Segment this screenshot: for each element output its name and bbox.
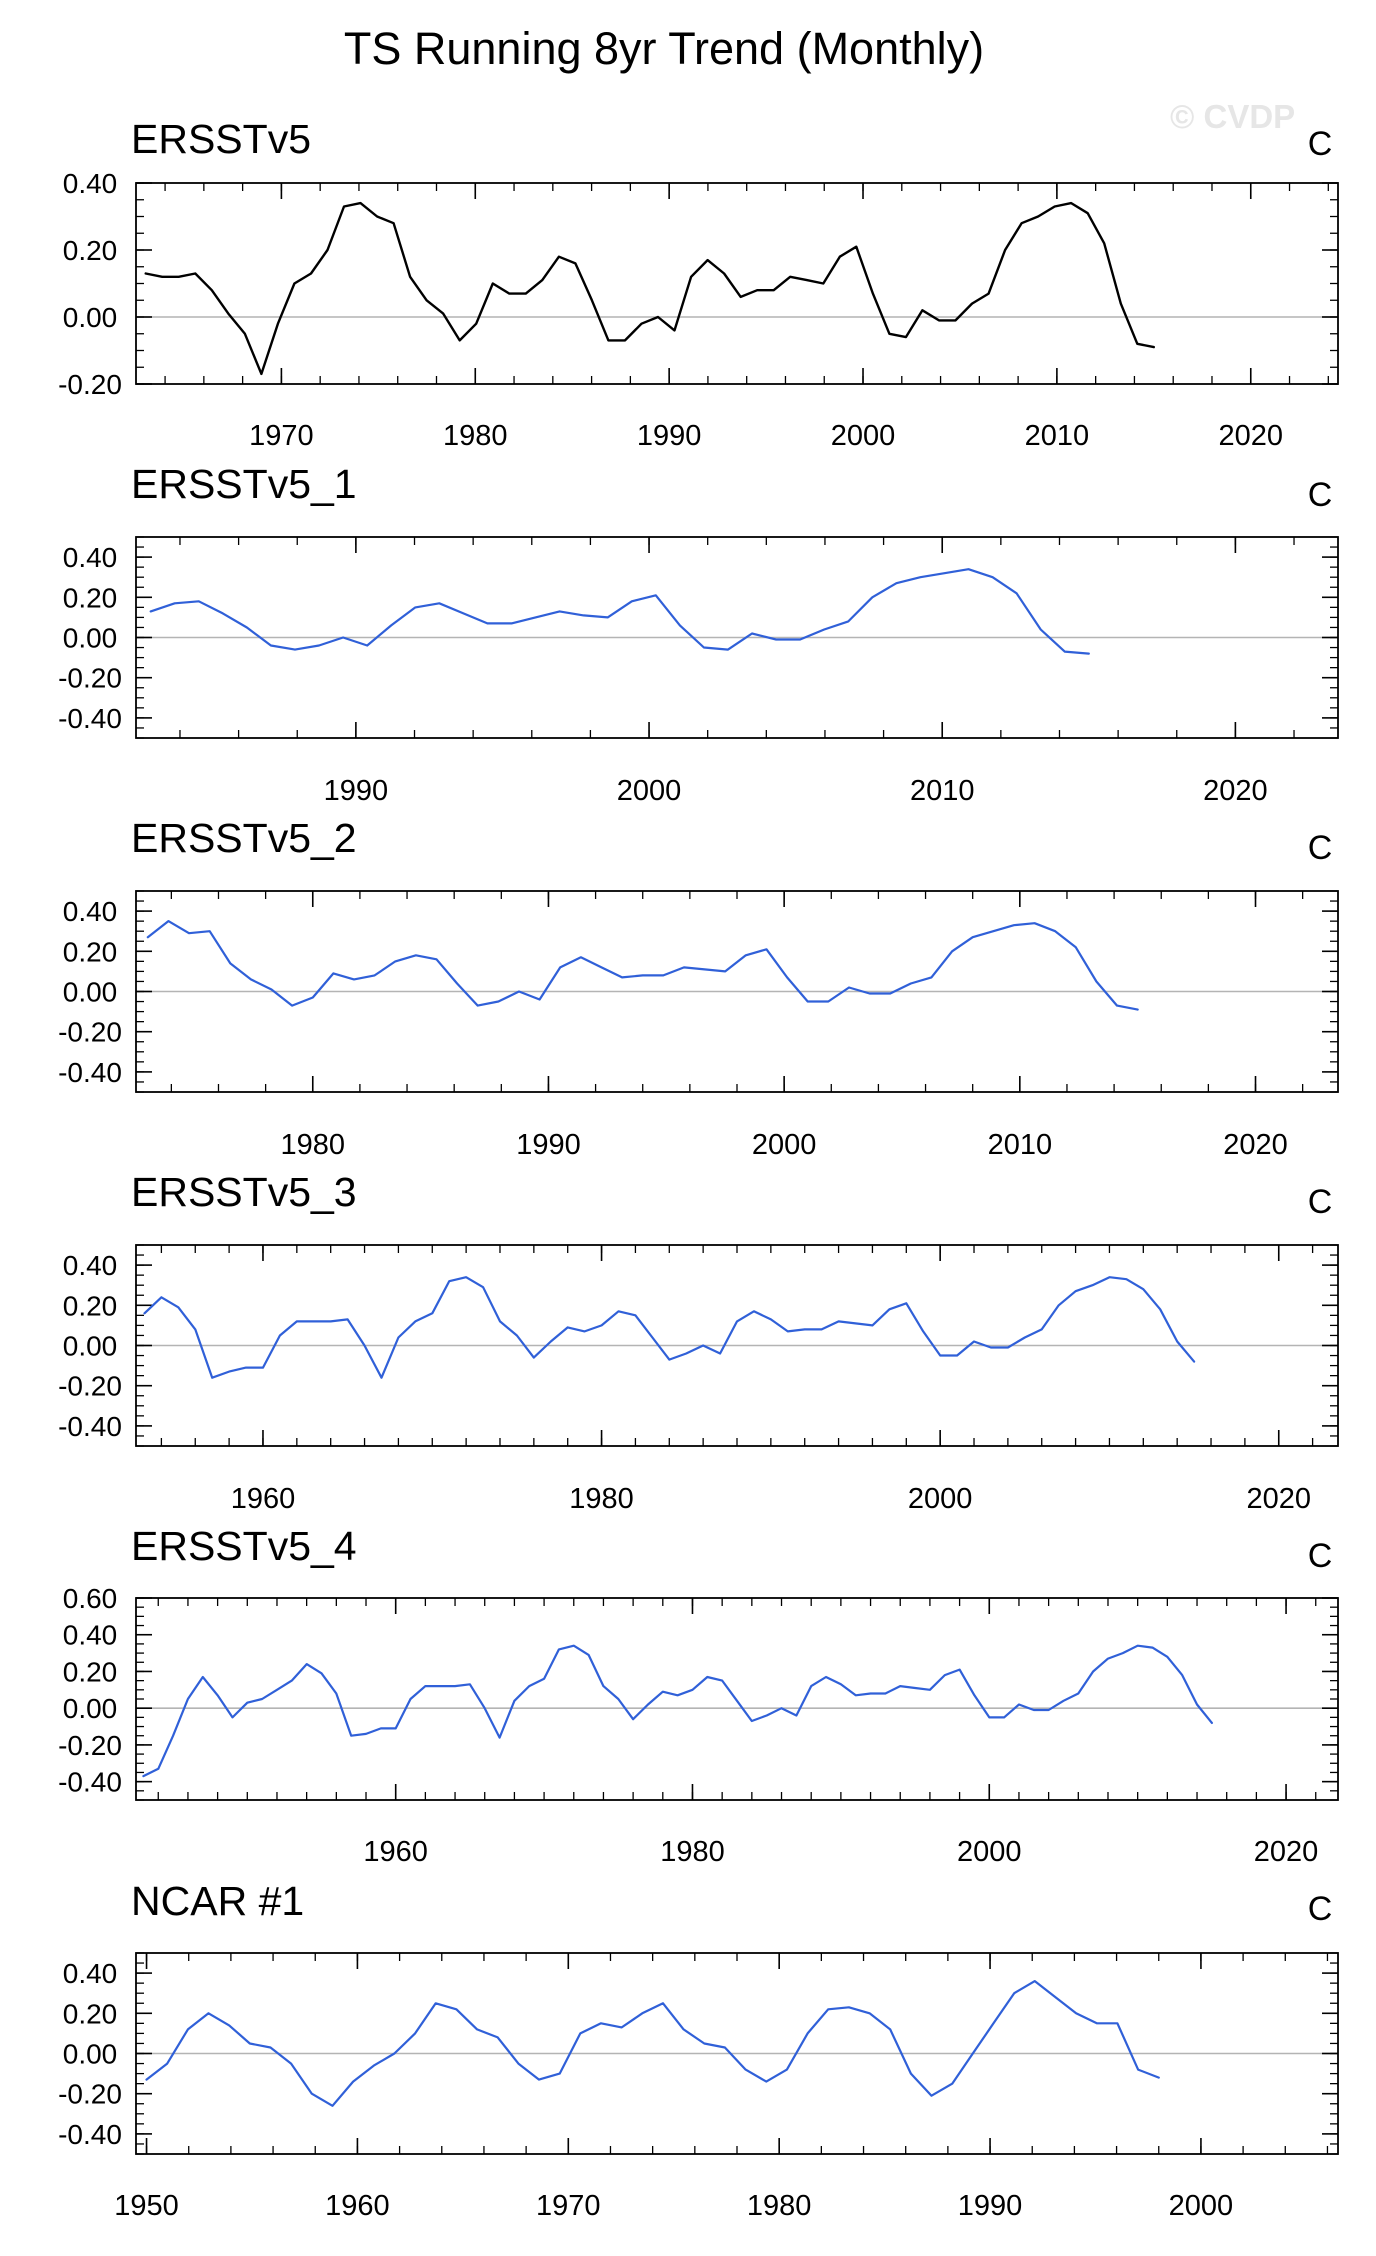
y-tick-label: 0.20: [63, 936, 118, 967]
y-tick-label: 0.20: [63, 1656, 118, 1687]
x-tick-label: 1980: [747, 2190, 812, 2222]
x-tick-label: 1980: [443, 420, 508, 452]
panel-title: ERSSTv5_1: [131, 461, 357, 507]
x-tick-label: 2000: [1169, 2190, 1234, 2222]
y-tick-label: 0.40: [63, 1250, 118, 1281]
y-tick-label: -0.20: [58, 1730, 122, 1761]
plot-frame: [135, 890, 1339, 1093]
x-tick-label: 2020: [1203, 775, 1268, 807]
panel-erssstv5-1: ERSSTv5_1 C -0.40 -0.20 0.00 0.20 0.40 1990 20…: [58, 461, 1339, 807]
panel-title: ERSSTv5: [131, 116, 311, 162]
y-tick-label: 0.40: [63, 168, 118, 199]
units-label: C: [1308, 1537, 1333, 1575]
units-label: C: [1308, 1183, 1333, 1221]
x-tick-label: 1990: [324, 775, 389, 807]
y-tick-label: 0.20: [63, 235, 118, 266]
y-tick-label: 0.00: [63, 2039, 118, 2070]
x-tick-label: 2010: [1025, 420, 1090, 452]
x-tick-label: 1990: [958, 2190, 1023, 2222]
y-tick-label: 0.40: [63, 1620, 118, 1651]
y-tick-label: 0.20: [63, 1290, 118, 1321]
x-tick-label: 2020: [1219, 420, 1284, 452]
x-tick-label: 1950: [114, 2190, 179, 2222]
x-tick-label: 1960: [363, 1836, 428, 1868]
y-tick-label: -0.20: [58, 663, 122, 694]
y-tick-label: 0.00: [63, 1693, 118, 1724]
series-line: [146, 919, 1139, 1011]
panel-title: NCAR #1: [131, 1878, 304, 1924]
y-tick-label: 0.60: [63, 1583, 118, 1614]
y-tick-label: 0.20: [63, 582, 118, 613]
panel-title: ERSSTv5_2: [131, 815, 357, 861]
series-line: [142, 1644, 1214, 1778]
panel-erssstv5-2: ERSSTv5_2 C -0.40 -0.20 0.00 0.20 0.40 1980 19…: [58, 815, 1339, 1161]
units-label: C: [1308, 1890, 1333, 1928]
x-tick-label: 1980: [660, 1836, 725, 1868]
panel-erssstv5: ERSSTv5 C -0.20 0.00 0.20 0.40 1970 1980 1990 2…: [58, 116, 1339, 452]
panel-title: ERSSTv5_3: [131, 1169, 357, 1215]
plot-frame: [135, 1244, 1339, 1447]
y-tick-label: -0.20: [58, 1371, 122, 1402]
x-tick-label: 2020: [1254, 1836, 1319, 1868]
figure-title: TS Running 8yr Trend (Monthly): [344, 23, 984, 74]
x-tick-label: 1980: [569, 1483, 634, 1515]
y-tick-label: -0.20: [58, 369, 122, 400]
x-tick-label: 1970: [536, 2190, 601, 2222]
y-tick-label: -0.40: [58, 2119, 122, 2150]
y-tick-label: -0.40: [58, 1411, 122, 1442]
x-tick-label: 1960: [325, 2190, 390, 2222]
y-tick-label: 0.00: [63, 977, 118, 1008]
y-tick-label: 0.40: [63, 542, 118, 573]
x-tick-label: 2000: [908, 1483, 973, 1515]
x-tick-label: 1990: [637, 420, 702, 452]
y-tick-label: -0.40: [58, 1767, 122, 1798]
units-label: C: [1308, 476, 1333, 514]
x-tick-label: 1960: [231, 1483, 296, 1515]
plot-frame: [135, 1597, 1339, 1801]
units-label: C: [1308, 829, 1333, 867]
credit-watermark: © CVDP: [1170, 98, 1295, 135]
y-tick-label: -0.40: [58, 703, 122, 734]
series-line: [144, 201, 1156, 376]
plot-frame: [135, 1952, 1339, 2155]
x-tick-label: 1970: [249, 420, 314, 452]
plot-frame: [135, 536, 1339, 739]
x-tick-label: 2000: [752, 1129, 817, 1161]
series-line: [149, 568, 1090, 655]
series-line: [143, 1276, 1196, 1379]
plot-frame: [135, 182, 1339, 385]
panel-erssstv5-3: ERSSTv5_3 C -0.40 -0.20 0.00 0.20 0.40 1960 19…: [58, 1169, 1339, 1515]
y-tick-label: 0.40: [63, 1958, 118, 1989]
y-tick-label: 0.00: [63, 1331, 118, 1362]
x-tick-label: 2010: [988, 1129, 1053, 1161]
y-tick-label: 0.40: [63, 896, 118, 927]
x-tick-label: 2010: [910, 775, 975, 807]
panel-erssstv5-4: ERSSTv5_4 C -0.40 -0.20 0.00 0.20 0.40 0.60 19…: [58, 1523, 1339, 1868]
x-tick-label: 2020: [1223, 1129, 1288, 1161]
y-tick-label: 0.00: [63, 623, 118, 654]
units-label: C: [1308, 125, 1333, 163]
x-tick-label: 2000: [957, 1836, 1022, 1868]
x-tick-label: 2000: [831, 420, 896, 452]
x-tick-label: 2000: [617, 775, 682, 807]
series-line: [145, 1979, 1160, 2107]
y-tick-label: 0.00: [63, 302, 118, 333]
panel-ncar-1: NCAR #1 C -0.40 -0.20 0.00 0.20 0.40 1950 1960…: [58, 1878, 1339, 2222]
y-tick-label: 0.20: [63, 1998, 118, 2029]
x-tick-label: 1990: [516, 1129, 581, 1161]
x-tick-label: 1980: [281, 1129, 346, 1161]
y-tick-label: -0.20: [58, 1017, 122, 1048]
y-tick-label: -0.40: [58, 1057, 122, 1088]
x-tick-label: 2020: [1246, 1483, 1311, 1515]
panel-title: ERSSTv5_4: [131, 1523, 357, 1569]
y-tick-label: -0.20: [58, 2079, 122, 2110]
